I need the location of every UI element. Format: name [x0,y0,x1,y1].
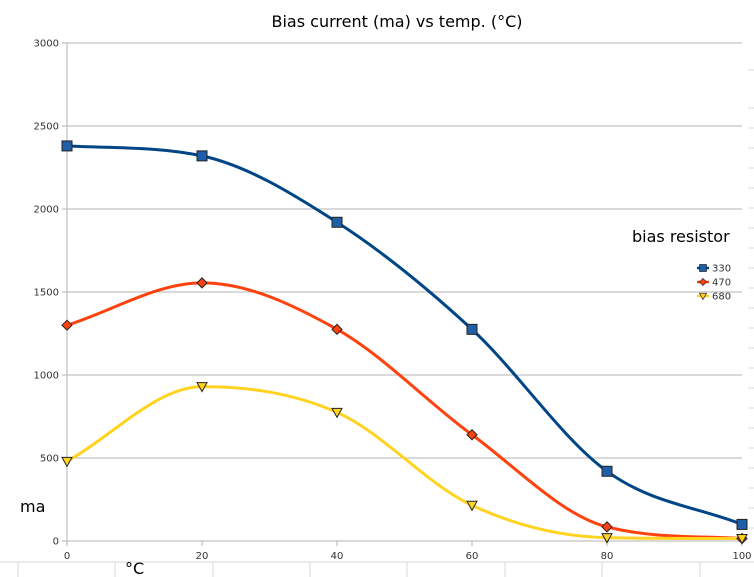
y-tick-label: 0 [53,537,59,548]
legend-label: 470 [712,278,731,289]
gridlines [62,42,742,542]
legend-title: bias resistor [632,227,730,246]
legend-marker [699,264,707,272]
series-lines [66,144,743,541]
legend-label: 330 [712,264,731,275]
series-line-470 [66,281,743,541]
data-point-470 [601,521,613,533]
legend-marker [698,292,708,301]
data-point-680 [331,407,343,419]
chart-title: Bias current (ma) vs temp. (°C) [272,12,523,31]
x-tick-label: 40 [331,551,344,562]
x-tick-label: 20 [196,551,209,562]
data-point-680 [466,500,478,512]
data-point-470 [196,277,208,289]
data-point-680 [736,534,748,545]
data-point-330 [736,518,748,530]
series-markers [61,140,748,545]
data-point-330 [601,465,613,477]
data-point-330 [61,140,73,152]
data-point-680 [196,382,208,393]
data-point-330 [196,150,208,162]
x-axis-label: °C [125,559,144,577]
y-axis-label: ma [20,497,45,516]
axes [66,43,743,546]
y-tick-label: 2000 [34,205,59,216]
data-point-680 [601,533,613,544]
y-tick-labels: 0 500 1000 1500 2000 2500 3000 [34,39,59,548]
y-tick-label: 500 [40,454,59,465]
x-tick-labels: 0 20 40 60 80 100 [64,551,752,562]
y-tick-label: 1000 [34,371,59,382]
data-point-330 [466,323,478,335]
spreadsheet-background-grid [0,69,754,577]
x-tick-label: 0 [64,551,70,562]
data-point-330 [331,216,343,228]
legend-label: 680 [712,292,731,303]
x-tick-label: 60 [466,551,479,562]
data-point-470 [61,319,73,331]
series-line-680 [66,385,743,541]
y-tick-label: 1500 [34,288,59,299]
data-point-680 [61,456,73,468]
y-tick-label: 3000 [34,39,59,50]
data-point-470 [466,429,478,441]
x-tick-label: 80 [601,551,614,562]
legend: 330 470 680 [697,264,731,303]
legend-marker [699,278,707,286]
data-point-470 [331,323,343,336]
y-tick-label: 2500 [34,122,59,133]
x-tick-label: 100 [732,551,751,562]
series-line-330 [66,144,743,526]
